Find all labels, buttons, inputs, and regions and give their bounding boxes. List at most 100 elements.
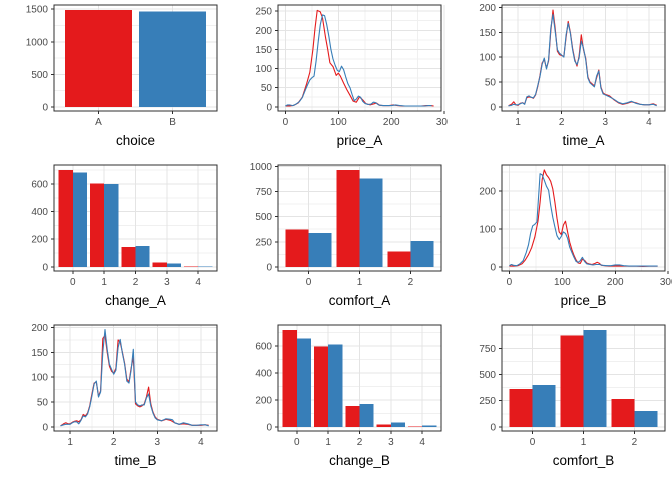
panel-change-b: 0 200 400 600 0 1 2 3 4 change_B bbox=[224, 320, 448, 480]
x-tick-label: 100 bbox=[554, 277, 571, 288]
bar-change_B-3-s0 bbox=[376, 424, 391, 427]
y-tick-label: 0 bbox=[42, 102, 48, 113]
y-tick-label: 600 bbox=[31, 179, 48, 190]
data-marks bbox=[285, 170, 434, 267]
bar-comfort_B-0-s0 bbox=[509, 389, 533, 427]
bar-change_A-0-s0 bbox=[58, 170, 73, 267]
frequency-line-price_B-s0 bbox=[509, 169, 658, 267]
bar-change_A-1-s0 bbox=[90, 183, 105, 267]
frequency-line-time_A-s1 bbox=[508, 13, 657, 107]
y-tick-label: 0 bbox=[42, 422, 48, 433]
y-tick-label: 1000 bbox=[26, 37, 49, 48]
x-axis-title-change-a: change_A bbox=[105, 293, 166, 308]
x-tick-label: 3 bbox=[155, 437, 161, 448]
y-tick-label: 100 bbox=[479, 53, 496, 64]
x-axis-title-change-b: change_B bbox=[329, 453, 390, 468]
y-tick-label: 500 bbox=[479, 370, 496, 381]
axes: 0 250 500 750 0 1 2 bbox=[479, 344, 637, 448]
x-tick-label: 0 bbox=[507, 277, 513, 288]
x-tick-label: 2 bbox=[632, 437, 638, 448]
bar-change_A-2-s0 bbox=[121, 246, 136, 267]
bar-choice-B bbox=[139, 11, 206, 107]
x-axis-title-time-b: time_B bbox=[114, 453, 157, 468]
y-tick-label: 200 bbox=[255, 395, 272, 406]
y-tick-label: 750 bbox=[479, 344, 496, 355]
x-axis-title-comfort-a: comfort_A bbox=[328, 293, 391, 308]
chart-comfort-b: 0 250 500 750 0 1 2 bbox=[479, 324, 666, 448]
bar-comfort_A-0-s1 bbox=[308, 232, 332, 267]
bar-comfort_B-0-s1 bbox=[532, 384, 556, 427]
axes: 0 50 100 150 200 1 2 3 4 bbox=[31, 323, 204, 448]
y-tick-label: 50 bbox=[261, 83, 273, 94]
bar-comfort_B-2-s0 bbox=[611, 399, 635, 427]
y-tick-label: 0 bbox=[266, 262, 272, 273]
y-tick-label: 200 bbox=[31, 323, 48, 334]
panel-choice: 0 500 1000 1500 A B choice bbox=[0, 0, 224, 160]
y-tick-label: 0 bbox=[266, 102, 272, 113]
y-tick-label: 150 bbox=[255, 45, 272, 56]
x-tick-label: 1 bbox=[515, 117, 521, 128]
panel-border bbox=[53, 324, 218, 432]
chart-price-b: 0 100 200 0 100 200 300 bbox=[479, 164, 672, 288]
bar-change_A-0-s1 bbox=[72, 172, 87, 267]
axes: 0 200 400 600 0 1 2 3 4 bbox=[255, 341, 425, 448]
y-tick-label: 150 bbox=[479, 28, 496, 39]
panel-comfort-a: 0 250 500 750 1000 0 1 2 comfort_A bbox=[224, 160, 448, 320]
y-tick-label: 500 bbox=[31, 70, 48, 81]
panel-border bbox=[277, 4, 442, 112]
grid-major bbox=[502, 165, 669, 271]
frequency-line-time_B-s1 bbox=[60, 328, 209, 427]
axes: 0 100 200 0 100 200 300 bbox=[479, 186, 672, 288]
x-axis-title-time-a: time_A bbox=[562, 133, 605, 148]
bar-change_B-1-s1 bbox=[328, 344, 343, 427]
bar-change_B-3-s1 bbox=[390, 422, 405, 427]
bar-change_A-3-s1 bbox=[166, 263, 181, 267]
bar-comfort_B-2-s1 bbox=[634, 411, 658, 427]
bar-change_B-0-s0 bbox=[282, 329, 297, 427]
y-tick-label: 100 bbox=[479, 224, 496, 235]
grid-major bbox=[502, 5, 665, 111]
y-tick-label: 0 bbox=[490, 422, 496, 433]
axes: 0 500 1000 1500 A B bbox=[26, 5, 176, 128]
x-tick-label: 2 bbox=[133, 277, 139, 288]
chart-change-a: 0 200 400 600 0 1 2 3 4 bbox=[31, 164, 218, 288]
panel-background bbox=[278, 5, 441, 111]
data-marks bbox=[509, 169, 658, 267]
bar-change_B-1-s0 bbox=[314, 346, 329, 427]
frequency-line-price_A-s1 bbox=[285, 14, 432, 107]
x-tick-label: 3 bbox=[388, 437, 394, 448]
chart-time-a: 0 50 100 150 200 1 2 3 4 bbox=[479, 3, 666, 128]
data-marks bbox=[508, 9, 657, 107]
bar-change_B-0-s1 bbox=[296, 338, 311, 427]
x-tick-label: 0 bbox=[70, 277, 76, 288]
x-tick-label: 0 bbox=[530, 437, 536, 448]
x-tick-label: 3 bbox=[164, 277, 170, 288]
y-tick-label: 0 bbox=[490, 102, 496, 113]
frequency-line-price_B-s1 bbox=[509, 173, 658, 267]
panel-time-b: 0 50 100 150 200 1 2 3 4 time_B bbox=[0, 320, 224, 480]
x-tick-label: 2 bbox=[559, 117, 565, 128]
y-tick-label: 400 bbox=[255, 368, 272, 379]
x-tick-label: 0 bbox=[306, 277, 312, 288]
bar-choice-A bbox=[65, 9, 132, 107]
bar-change_B-2-s0 bbox=[345, 405, 360, 427]
x-tick-label: 2 bbox=[111, 437, 117, 448]
axes: 0 50 100 150 200 250 0 100 200 300 bbox=[255, 7, 448, 128]
x-axis-title-price-b: price_B bbox=[560, 293, 607, 308]
axes: 0 50 100 150 200 1 2 3 4 bbox=[479, 3, 652, 128]
y-tick-label: 200 bbox=[31, 235, 48, 246]
x-tick-label: 0 bbox=[283, 117, 289, 128]
x-tick-label: 4 bbox=[646, 117, 652, 128]
x-axis-title-price-a: price_A bbox=[336, 133, 383, 148]
x-tick-label: 1 bbox=[67, 437, 73, 448]
bar-change_A-3-s0 bbox=[152, 262, 167, 267]
y-tick-label: 0 bbox=[42, 262, 48, 273]
x-tick-label: 300 bbox=[660, 277, 672, 288]
chart-change-b: 0 200 400 600 0 1 2 3 4 bbox=[255, 324, 442, 448]
x-tick-label: 100 bbox=[330, 117, 347, 128]
bar-change_A-2-s1 bbox=[135, 245, 150, 267]
chart-time-b: 0 50 100 150 200 1 2 3 4 bbox=[31, 323, 218, 448]
y-tick-label: 200 bbox=[479, 3, 496, 14]
y-tick-label: 200 bbox=[255, 26, 272, 37]
